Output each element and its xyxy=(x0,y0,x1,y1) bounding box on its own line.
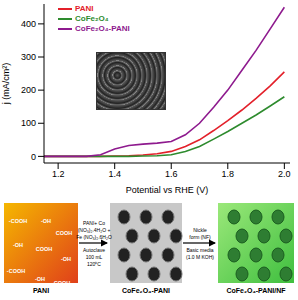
svg-text:COOH: COOH xyxy=(36,246,53,252)
svg-text:form (NF): form (NF) xyxy=(189,234,211,240)
svg-text:PANI: PANI xyxy=(33,287,49,294)
svg-text:j (mA/cm²): j (mA/cm²) xyxy=(8,63,11,106)
svg-text:Nickle: Nickle xyxy=(193,227,207,233)
svg-text:200: 200 xyxy=(21,85,36,95)
svg-text:PANI+ Co: PANI+ Co xyxy=(83,220,105,226)
svg-text:-COOH: -COOH xyxy=(9,218,27,224)
svg-text:CoFe₂O₄-PANI: CoFe₂O₄-PANI xyxy=(122,287,170,294)
svg-text:CoFe₂O₄-PANI/NF: CoFe₂O₄-PANI/NF xyxy=(226,287,286,294)
svg-text:Basic media: Basic media xyxy=(186,247,213,253)
svg-text:(NO₃)₂.4H₂O +: (NO₃)₂.4H₂O + xyxy=(78,227,111,233)
svg-text:-OH: -OH xyxy=(13,242,23,248)
svg-text:-OH: -OH xyxy=(61,256,71,262)
svg-text:Potential vs RHE (V): Potential vs RHE (V) xyxy=(126,185,209,195)
svg-text:400: 400 xyxy=(21,19,36,29)
svg-text:1.8: 1.8 xyxy=(222,169,235,179)
html-text:CoFe₂O₄: CoFe₂O₄ xyxy=(75,14,109,23)
html-text:CoFe₂O₄-PANI: CoFe₂O₄-PANI xyxy=(75,24,130,33)
svg-text:-OH: -OH xyxy=(35,276,45,282)
svg-text:COOH: COOH xyxy=(54,280,71,286)
svg-text:2.0: 2.0 xyxy=(278,169,290,179)
svg-text:-OH: -OH xyxy=(41,218,51,224)
svg-text:1.6: 1.6 xyxy=(165,169,178,179)
svg-text:300: 300 xyxy=(21,52,36,62)
svg-text:120⁰C: 120⁰C xyxy=(87,261,101,267)
svg-text:(1.0 M KOH): (1.0 M KOH) xyxy=(186,254,214,260)
html-text:PANI: PANI xyxy=(75,4,94,13)
svg-text:-COOH: -COOH xyxy=(8,268,25,274)
svg-text:100: 100 xyxy=(21,118,36,128)
svg-text:Autoclave: Autoclave xyxy=(83,247,105,253)
svg-text:1.2: 1.2 xyxy=(52,169,65,179)
svg-text:0: 0 xyxy=(31,152,36,162)
svg-text:1.4: 1.4 xyxy=(108,169,121,179)
svg-text:100 mL: 100 mL xyxy=(86,254,103,260)
svg-text:COOH: COOH xyxy=(56,230,73,236)
svg-text:Fe (NO₃)₂.6H₂O: Fe (NO₃)₂.6H₂O xyxy=(76,234,112,240)
